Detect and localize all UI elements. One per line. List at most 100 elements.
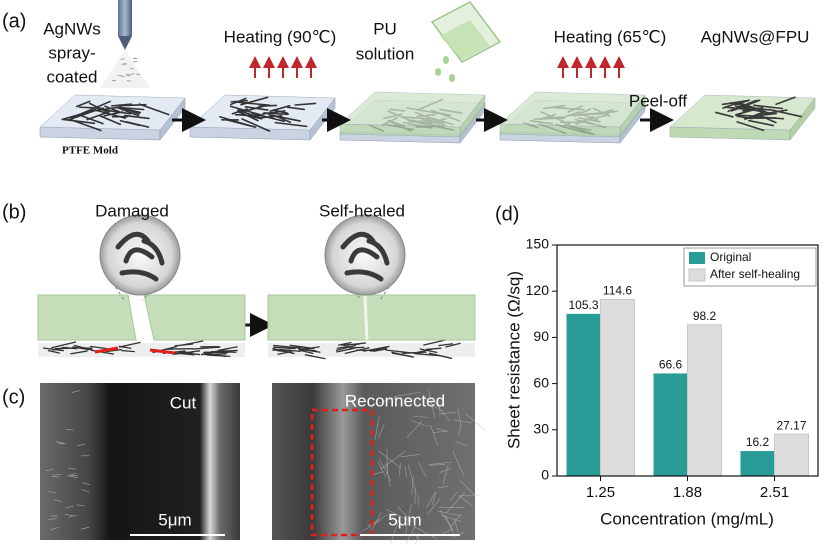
sem-texture [428, 390, 436, 419]
nanowire [81, 115, 104, 125]
sem-texture [388, 513, 403, 525]
nanowire [289, 344, 311, 349]
nanowire [62, 109, 97, 120]
y-tick-label: 30 [533, 421, 549, 437]
value-label: 98.2 [693, 309, 717, 323]
sem-texture [81, 489, 90, 493]
sem-texture [406, 420, 423, 439]
slab-top [499, 91, 646, 128]
diagram-layer [37, 0, 816, 360]
sem-texture [435, 403, 451, 422]
nanowire [757, 113, 777, 124]
bar [687, 324, 722, 477]
sem-labels: Cut 5μm Reconnected 5μm [130, 391, 460, 536]
sem-texture [377, 461, 387, 478]
step-label: Heating (90℃) [224, 27, 337, 46]
drop [449, 74, 455, 82]
nanowire [273, 344, 301, 349]
nanowire [735, 108, 755, 116]
sem-texture [405, 504, 412, 534]
sem-texture [65, 505, 74, 509]
nanowire [70, 350, 88, 355]
sem-texture [411, 476, 414, 496]
sem-texture [386, 448, 388, 474]
sem-texture [377, 423, 385, 439]
nanowire [120, 106, 140, 115]
step-label: AgNWs@FPU [701, 27, 810, 46]
sem-texture [428, 461, 452, 466]
y-tick-label: 90 [533, 328, 549, 344]
spray-particle [123, 62, 128, 65]
sem-texture [385, 508, 411, 522]
nanowire [419, 348, 438, 354]
bar [653, 373, 688, 476]
spray-particle [129, 67, 134, 70]
drop [435, 68, 441, 76]
step-label: Heating (65℃) [554, 27, 667, 46]
nanowire [240, 96, 269, 106]
nanowire [234, 113, 261, 117]
scale-bar-label: 5μm [388, 510, 421, 529]
nozzle [118, 0, 132, 36]
nanowire [230, 99, 248, 103]
nanowire [238, 104, 268, 114]
sem-texture [457, 409, 462, 427]
nanowire [349, 346, 365, 349]
nanowire [273, 346, 296, 350]
plot-frame [556, 244, 819, 477]
sem-texture [69, 474, 78, 477]
nanowire [748, 119, 775, 127]
nanowire [438, 343, 454, 347]
sem-texture [446, 492, 465, 513]
sem-texture [405, 525, 416, 544]
film [267, 294, 476, 341]
nanowire [262, 110, 286, 115]
sem-label: Reconnected [345, 391, 445, 410]
nanowire [241, 118, 271, 132]
sem-texture [374, 416, 380, 441]
nanowire [86, 110, 111, 121]
sem-texture [76, 443, 85, 447]
bar [600, 299, 635, 477]
x-tick-label: 1.88 [673, 484, 702, 501]
bar [740, 451, 775, 476]
sem-texture [453, 517, 459, 533]
beaker-liquid [440, 20, 490, 60]
step-label: spray- [48, 43, 95, 62]
nanowire [385, 349, 403, 353]
nanowire [205, 351, 228, 354]
sem-texture [53, 499, 62, 502]
sem-texture [71, 390, 80, 393]
sem-texture [454, 440, 468, 447]
nanowire [742, 106, 764, 112]
sem-texture [457, 425, 462, 436]
nanowire [277, 350, 293, 353]
sem-texture [411, 420, 430, 427]
value-label: 66.6 [659, 358, 683, 372]
y-tick-label: 60 [533, 374, 549, 390]
sem-texture [400, 454, 420, 458]
sem-texture [432, 491, 437, 506]
nanowire [775, 96, 796, 106]
nanowire [174, 343, 194, 347]
nanowire [61, 118, 96, 125]
sem-texture [397, 506, 413, 523]
nanowire [119, 345, 132, 349]
sem-texture [81, 482, 90, 485]
sem-texture [50, 527, 59, 531]
spray-particle [121, 63, 126, 66]
y-axis-title: Sheet resistance (Ω/sq) [504, 271, 523, 449]
highlight-box [310, 408, 374, 537]
panel-label: (b) [2, 201, 26, 223]
step-label: solution [356, 44, 415, 63]
nanowire [68, 109, 97, 121]
sem-texture [441, 515, 462, 522]
legend-label: Original [710, 250, 751, 264]
zoom-wires [115, 231, 165, 282]
sem-texture [390, 517, 400, 544]
nanowire [82, 100, 111, 114]
nanowire [192, 346, 221, 350]
spray-particle [126, 74, 131, 77]
state-label: Self-healed [319, 201, 405, 220]
sem-texture [370, 511, 382, 532]
